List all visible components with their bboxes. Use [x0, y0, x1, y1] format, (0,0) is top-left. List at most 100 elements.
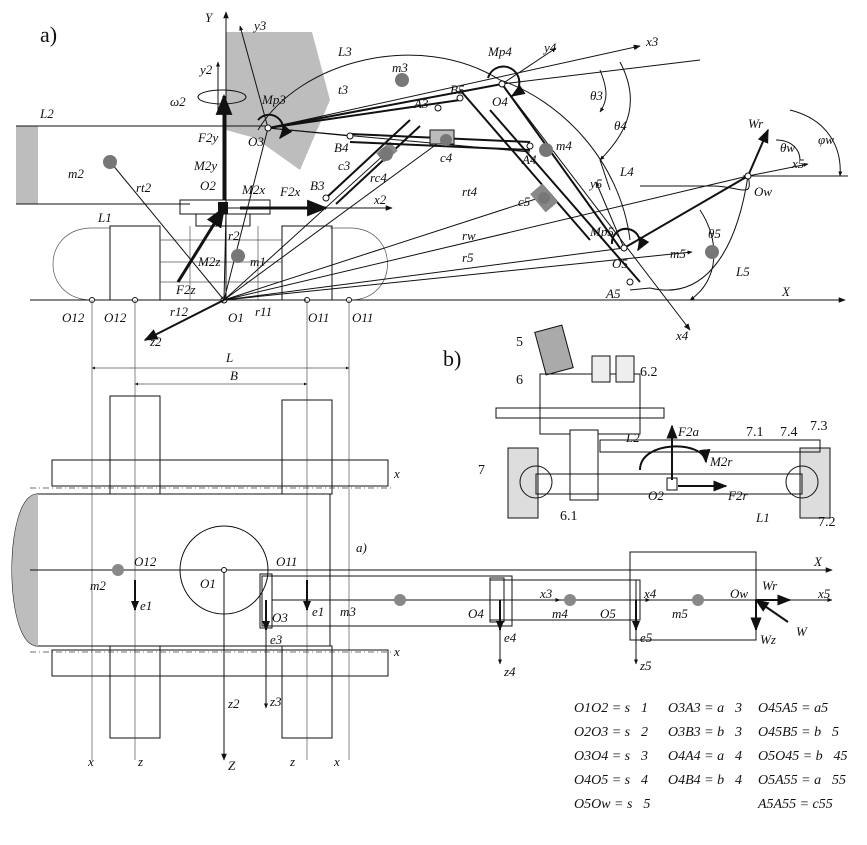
top-label-e1b: e1	[312, 604, 324, 619]
turret-collar	[195, 213, 251, 227]
label-O5: O5	[612, 256, 628, 271]
detail-label-L1: L1	[755, 510, 770, 525]
label-M2x: M2x	[241, 182, 265, 197]
label-L4: L4	[619, 164, 634, 179]
label-x-bottom: x	[393, 644, 400, 659]
top-mass-m3	[394, 594, 406, 606]
label-L3: L3	[337, 44, 352, 59]
detail-label-O2: O2	[648, 488, 664, 503]
track-left-upper	[109, 395, 161, 495]
joint-O5	[620, 244, 628, 252]
eq-col1-4: O5Ow = s⃗5	[574, 797, 650, 812]
label-y3: y3	[252, 18, 267, 33]
label-rt4: rt4	[462, 184, 478, 199]
label-L: L	[225, 350, 233, 365]
label-c3: c3	[338, 158, 351, 173]
joint-A4	[526, 142, 534, 150]
eq-col3-3: O5A55 = a⃗55	[758, 773, 846, 788]
label-phiw: φw	[818, 132, 834, 147]
top-label-m4: m4	[552, 606, 568, 621]
ray-rw	[223, 175, 749, 301]
Wr-arrow	[747, 128, 769, 177]
ray-rt2	[111, 163, 225, 301]
y4-axis	[501, 47, 557, 85]
top-label-O1: O1	[200, 576, 216, 591]
detail-left-flange	[507, 447, 539, 519]
top-label-e5: e5	[640, 630, 653, 645]
boom-3-top	[261, 575, 513, 627]
cylinder-c5	[489, 109, 641, 283]
top-label-Wr: Wr	[762, 578, 778, 593]
top-label-x5: x5	[817, 586, 831, 601]
axle-front	[51, 459, 389, 487]
label-c5: c5	[518, 194, 531, 209]
eq-col1-2: O3O4 = s⃗3	[574, 749, 648, 764]
detail-label-L2: L2	[625, 430, 640, 445]
top-label-O12: O12	[134, 554, 157, 569]
label-B: B	[230, 368, 238, 383]
label-y4: y4	[542, 40, 557, 55]
top-label-e1a: e1	[140, 598, 152, 613]
top-W-arrow	[754, 599, 789, 623]
top-mass-m5	[692, 594, 704, 606]
top-label-z5: z5	[639, 658, 652, 673]
top-label-x3: x3	[539, 586, 553, 601]
label-Mp4: Mp4	[487, 44, 512, 59]
top-label-O5: O5	[600, 606, 616, 621]
label-Wr: Wr	[748, 116, 764, 131]
label-y2: y2	[198, 62, 213, 77]
detail-label-M2r: M2r	[709, 454, 733, 469]
joint-O3	[264, 124, 272, 132]
part-7-3: 7.3	[810, 419, 828, 434]
F2z-arrow	[176, 206, 226, 283]
top-body-shade	[12, 494, 38, 646]
cylinder-c3	[325, 119, 411, 199]
mass-c3-center	[379, 147, 393, 161]
eq-col1-1: O2O3 = s⃗2	[574, 725, 648, 740]
top-label-z-right: z	[289, 754, 295, 769]
top-label-X: X	[813, 554, 823, 569]
Mp4-moment	[487, 65, 526, 97]
top-label-m2: m2	[90, 578, 106, 593]
label-thetaw: θw	[780, 140, 795, 155]
top-label-Z: Z	[228, 758, 236, 773]
mass-m4	[539, 143, 553, 157]
Mp5-moment	[610, 227, 650, 252]
mass-c4-center	[440, 134, 452, 146]
axle-rear	[51, 649, 389, 677]
detail-right-flange	[799, 447, 831, 519]
top-point-O1	[221, 567, 227, 573]
label-y5: y5	[588, 176, 603, 191]
label-rt2: rt2	[136, 180, 152, 195]
L4-line	[599, 159, 611, 191]
ray-to-O5	[223, 247, 625, 301]
track-right-lower	[281, 645, 333, 739]
top-label-e4: e4	[504, 630, 517, 645]
detail-coil-left	[591, 355, 611, 383]
label-m3: m3	[392, 60, 408, 75]
detail-motor	[534, 324, 574, 376]
label-Ow: Ow	[754, 184, 772, 199]
label-O1: O1	[228, 310, 244, 325]
label-L1: L1	[97, 210, 112, 225]
detail-axle	[535, 473, 803, 495]
cylinder-c3b	[335, 125, 421, 205]
label-Mp3: Mp3	[261, 92, 286, 107]
label-O2: O2	[200, 178, 216, 193]
detail-top-plate	[495, 407, 665, 419]
top-label-Ow: Ow	[730, 586, 748, 601]
X-axis-label: X	[781, 284, 791, 299]
label-F2z: F2z	[175, 282, 196, 297]
ray-to-m4	[223, 195, 546, 301]
label-rc4: rc4	[370, 170, 387, 185]
L3-arc	[257, 54, 501, 131]
label-O11b: O11	[352, 310, 373, 325]
mass-m2	[103, 155, 117, 169]
eq-col3-1: O45B5 = b⃗5	[758, 725, 839, 740]
panel-label-a-small: a)	[356, 540, 367, 555]
part-6: 6	[516, 373, 523, 388]
label-M2z: M2z	[197, 254, 220, 269]
top-view: x x a)	[11, 300, 833, 773]
arm-link-4	[501, 83, 621, 249]
